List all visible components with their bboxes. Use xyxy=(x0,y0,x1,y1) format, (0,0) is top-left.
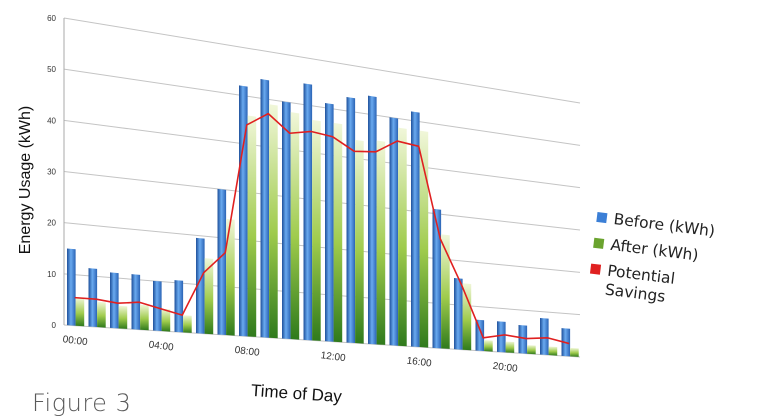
y-tick-label: 10 xyxy=(47,270,56,279)
y-tick-label: 30 xyxy=(47,168,56,177)
bar-after xyxy=(570,347,579,357)
bar-before xyxy=(110,272,119,329)
figure-caption: Figure 3 xyxy=(32,389,132,417)
gridline xyxy=(63,68,581,146)
bar-before xyxy=(260,79,270,338)
bar-before xyxy=(239,85,248,337)
bar-before xyxy=(88,268,98,328)
bar-before xyxy=(153,280,162,332)
bar-after xyxy=(140,304,149,331)
bar-before xyxy=(174,280,184,333)
bar-after xyxy=(441,234,450,349)
bar-before xyxy=(432,208,442,349)
gridline xyxy=(63,273,581,316)
bar-after xyxy=(376,140,386,345)
bar-after xyxy=(247,115,257,337)
y-tick-label: 20 xyxy=(47,219,56,228)
x-axis-ticks: 00:00 04:00 08:00 12:00 16:00 20:00 xyxy=(62,334,519,375)
x-tick-label: 12:00 xyxy=(320,350,347,364)
bar-before xyxy=(368,95,377,345)
bar-after xyxy=(269,104,278,339)
bar-after xyxy=(312,119,321,341)
gridline xyxy=(63,222,581,273)
bar-before xyxy=(346,96,356,344)
gridline xyxy=(63,17,581,104)
y-tick-label: 0 xyxy=(52,321,57,330)
bar-before xyxy=(325,103,334,342)
bar-after xyxy=(204,258,214,335)
bar-after xyxy=(97,301,106,328)
x-tick-label: 16:00 xyxy=(406,356,433,370)
legend-swatch-after xyxy=(593,237,605,249)
gridlines xyxy=(63,17,581,358)
bar-after xyxy=(226,218,235,336)
savings-line-path xyxy=(74,112,570,345)
y-tick-label: 50 xyxy=(47,65,56,74)
legend-swatch-savings xyxy=(589,263,602,275)
bar-after xyxy=(333,122,343,343)
x-axis-label: Time of Day xyxy=(250,381,343,406)
gridline xyxy=(63,171,581,231)
savings-line xyxy=(74,112,570,345)
bar-after xyxy=(355,139,364,344)
bar-before xyxy=(454,278,463,350)
bar-before xyxy=(389,117,399,346)
y-tick-label: 40 xyxy=(47,116,56,125)
x-tick-label: 00:00 xyxy=(62,334,89,348)
bar-before xyxy=(497,321,506,353)
bar-before xyxy=(303,83,313,341)
y-tick-label: 60 xyxy=(47,14,56,23)
bar-after xyxy=(548,346,558,356)
legend-swatch-before xyxy=(596,211,608,224)
bar-before xyxy=(217,188,227,336)
bar-after xyxy=(290,112,300,340)
bar-before xyxy=(196,237,205,334)
legend: Before (kWh) After (kWh) Potential Savin… xyxy=(581,208,756,366)
bars xyxy=(67,79,579,357)
bar-after xyxy=(183,315,192,333)
bar-before xyxy=(282,101,291,340)
bar-after xyxy=(527,345,536,355)
bar-before xyxy=(540,317,549,356)
gridline xyxy=(63,119,581,189)
bar-after xyxy=(419,130,429,348)
bar-before xyxy=(475,319,485,352)
bar-after xyxy=(398,127,407,347)
bar-after xyxy=(484,340,493,352)
bar-before xyxy=(411,111,420,348)
y-axis-label: Energy Usage (kWh) xyxy=(17,106,34,255)
bar-after xyxy=(161,308,171,332)
x-tick-label: 20:00 xyxy=(492,361,519,375)
gridline xyxy=(63,324,581,358)
bar-before xyxy=(67,248,76,326)
x-tick-label: 08:00 xyxy=(234,345,261,359)
bar-after xyxy=(505,341,515,353)
bar-before xyxy=(518,324,528,354)
bar-after xyxy=(462,283,472,351)
bar-after xyxy=(118,305,128,329)
x-tick-label: 04:00 xyxy=(148,340,175,354)
y-axis-ticks: 0 10 20 30 40 50 60 xyxy=(47,14,56,330)
bar-after xyxy=(75,297,85,327)
